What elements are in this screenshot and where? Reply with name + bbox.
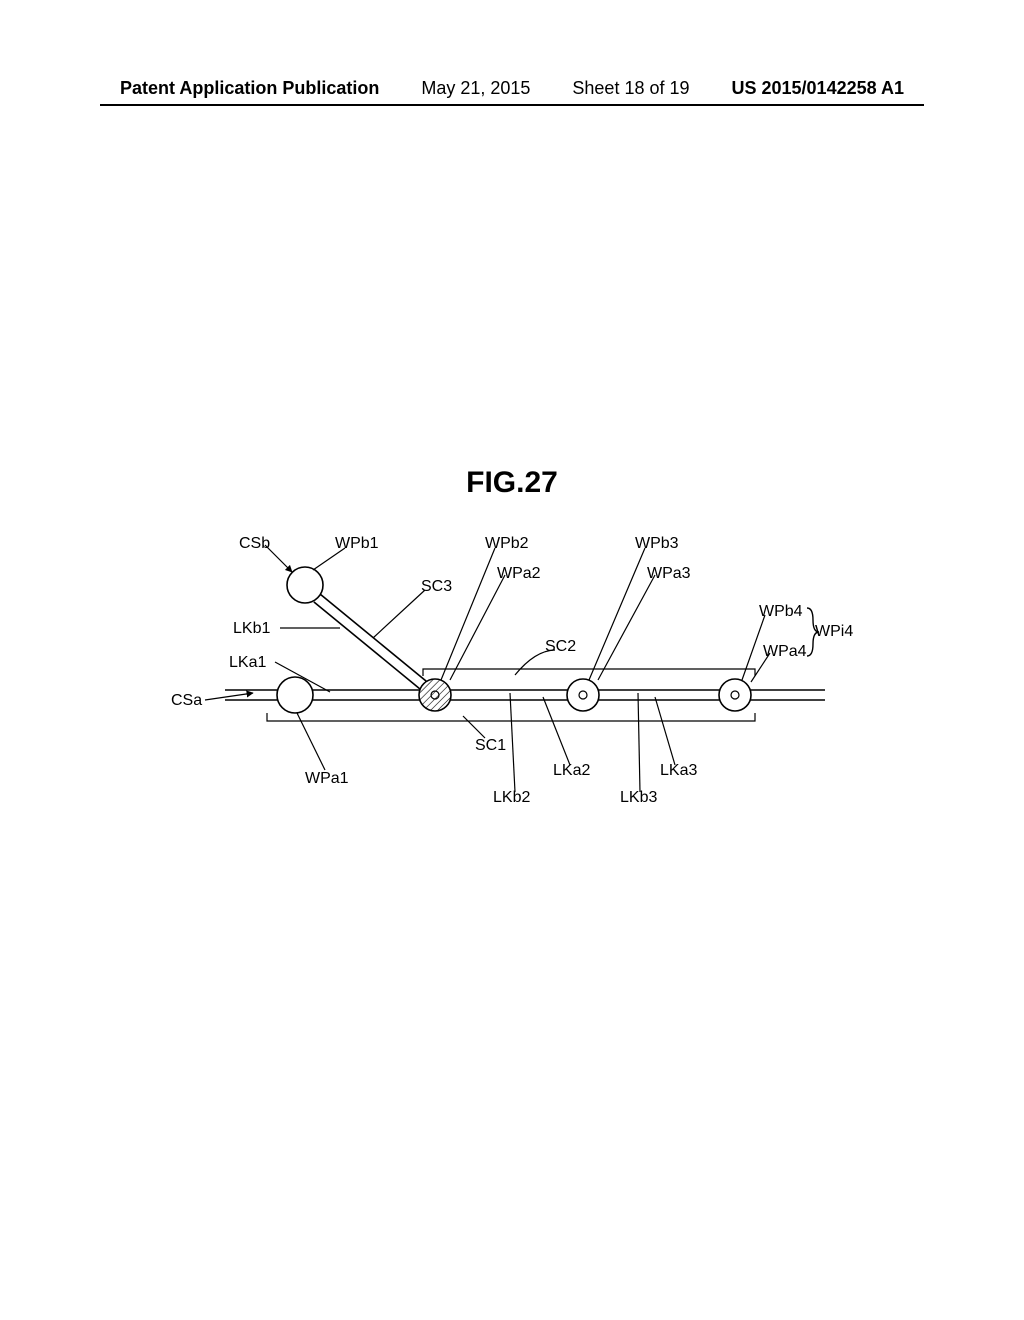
label-wpa1: WPa1 — [305, 770, 349, 788]
sheet-number: Sheet 18 of 19 — [572, 78, 689, 99]
publication-date: May 21, 2015 — [421, 78, 530, 99]
label-csa: CSa — [171, 692, 202, 710]
header-rule — [100, 104, 924, 106]
page-header: Patent Application Publication May 21, 2… — [0, 78, 1024, 99]
label-lka1: LKa1 — [229, 654, 266, 672]
label-lkb2: LKb2 — [493, 789, 530, 807]
label-wpi4: WPi4 — [815, 623, 853, 641]
label-csb: CSb — [239, 535, 270, 553]
page: Patent Application Publication May 21, 2… — [0, 0, 1024, 1320]
figure-title: FIG.27 — [0, 466, 1024, 500]
label-wpa3: WPa3 — [647, 565, 691, 583]
label-lkb1: LKb1 — [233, 620, 270, 638]
label-sc2: SC2 — [545, 638, 576, 656]
label-wpa4: WPa4 — [763, 643, 807, 661]
label-wpb1: WPb1 — [335, 535, 379, 553]
label-sc1: SC1 — [475, 737, 506, 755]
figure-27: CSb WPb1 WPb2 WPa2 WPb3 WPa3 WPb4 WPa4 W… — [175, 520, 845, 820]
publication-number: US 2015/0142258 A1 — [732, 78, 904, 99]
label-lkb3: LKb3 — [620, 789, 657, 807]
publication-type: Patent Application Publication — [120, 78, 379, 99]
label-wpb2: WPb2 — [485, 535, 529, 553]
label-wpb4: WPb4 — [759, 603, 803, 621]
label-lka3: LKa3 — [660, 762, 697, 780]
label-lka2: LKa2 — [553, 762, 590, 780]
label-sc3: SC3 — [421, 578, 452, 596]
label-wpb3: WPb3 — [635, 535, 679, 553]
label-wpa2: WPa2 — [497, 565, 541, 583]
